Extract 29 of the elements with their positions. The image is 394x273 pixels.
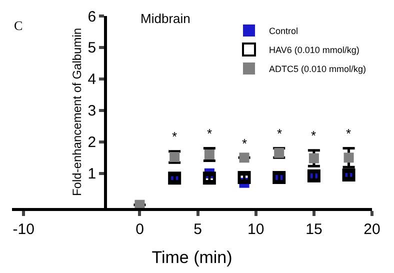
annotation: C <box>14 18 23 33</box>
x-axis-title: Time (min) <box>152 248 232 268</box>
x-tick-label: 5 <box>194 220 202 238</box>
y-tick-label: 5 <box>88 40 96 57</box>
y-tick-label: 4 <box>88 71 96 88</box>
y-tick-label: 1 <box>88 166 96 183</box>
point <box>342 168 356 182</box>
x-tick-label: 20 <box>364 220 380 238</box>
x-tick-label: 10 <box>248 220 264 238</box>
legend-label: ADTC5 (0.010 mmol/kg) <box>269 64 366 74</box>
legend-label: HAV6 (0.010 mmol/kg) <box>269 45 360 56</box>
annotation: * <box>242 136 248 151</box>
x-tick-label: -10 <box>12 220 34 238</box>
annotation: * <box>172 129 178 144</box>
legend-label: Control <box>269 26 298 36</box>
x-tick-label: 15 <box>306 220 322 238</box>
y-tick-label: 3 <box>88 102 96 120</box>
x-tick-label: 0 <box>136 220 144 238</box>
point <box>202 172 216 185</box>
chart-title: Midbrain <box>140 10 190 26</box>
point <box>168 172 182 185</box>
y-axis-title: Fold-enhancement of Galbumin <box>70 28 84 196</box>
y-tick-label: 2 <box>88 134 96 152</box>
point <box>238 170 251 184</box>
annotation: * <box>207 126 212 141</box>
annotation: * <box>311 128 316 143</box>
annotation: * <box>346 126 352 141</box>
annotation: * <box>277 126 282 141</box>
y-tick-label: 6 <box>88 8 96 26</box>
